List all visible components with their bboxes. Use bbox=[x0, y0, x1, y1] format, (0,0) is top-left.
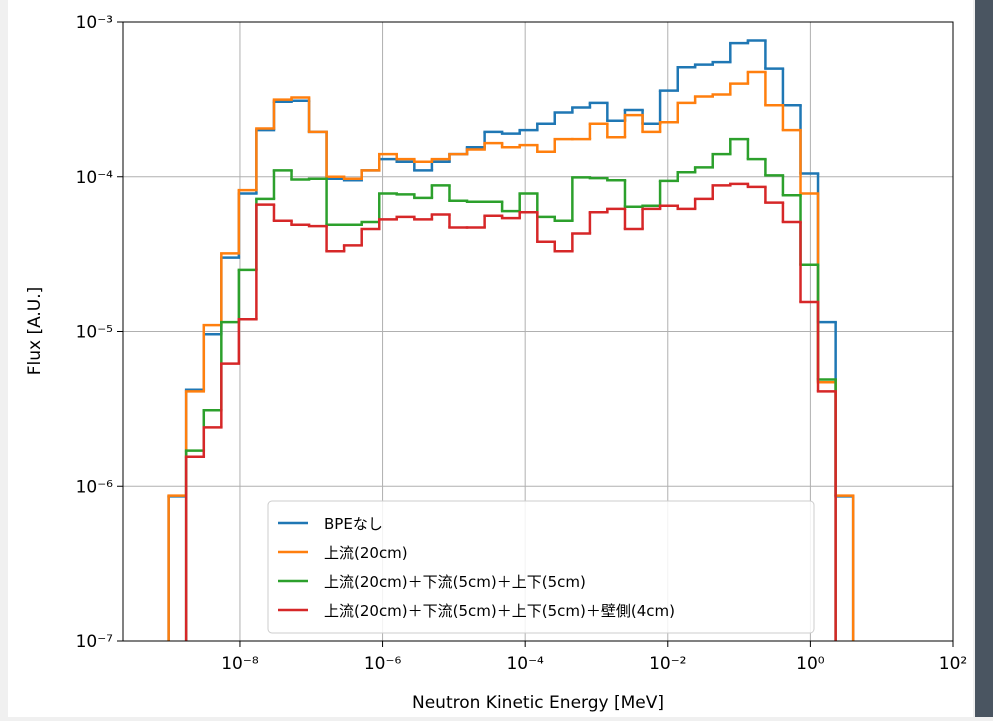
plot-area bbox=[167, 39, 855, 641]
x-axis-label: Neutron Kinetic Energy [MeV] bbox=[412, 693, 664, 713]
y-axis-label: Flux [A.U.] bbox=[25, 287, 45, 376]
y-tick-label: 10⁻⁵ bbox=[76, 323, 113, 343]
series bbox=[184, 182, 837, 641]
legend-label: 上流(20cm)＋下流(5cm)＋上下(5cm)＋壁側(4cm) bbox=[324, 602, 675, 620]
series bbox=[167, 70, 855, 641]
y-tick-label: 10⁻⁷ bbox=[76, 632, 114, 652]
y-tick-label: 10⁻³ bbox=[76, 13, 113, 33]
x-tick-label: 10⁰ bbox=[796, 654, 825, 674]
y-tick-label: 10⁻⁶ bbox=[76, 477, 114, 497]
x-tick-label: 10⁻⁶ bbox=[364, 654, 402, 674]
y-tick-label: 10⁻⁴ bbox=[76, 168, 114, 188]
x-tick-label: 10⁻⁴ bbox=[506, 654, 544, 674]
side-bar bbox=[975, 0, 993, 717]
legend-label: 上流(20cm)＋下流(5cm)＋上下(5cm) bbox=[324, 573, 586, 591]
legend-label: 上流(20cm) bbox=[324, 544, 408, 562]
ticks: 10⁻⁸ 10⁻⁶ 10⁻⁴ 10⁻² 10⁰ 10² 10⁻⁷ 10⁻⁶ 10⁻⁵ 10⁻⁴ 10… bbox=[76, 13, 968, 674]
x-tick-label: 10⁻⁸ bbox=[221, 654, 259, 674]
legend-box bbox=[267, 500, 815, 634]
legend-label: BPEなし bbox=[324, 515, 383, 533]
x-tick-label: 10² bbox=[939, 654, 967, 674]
x-tick-label: 10⁻² bbox=[649, 654, 686, 674]
